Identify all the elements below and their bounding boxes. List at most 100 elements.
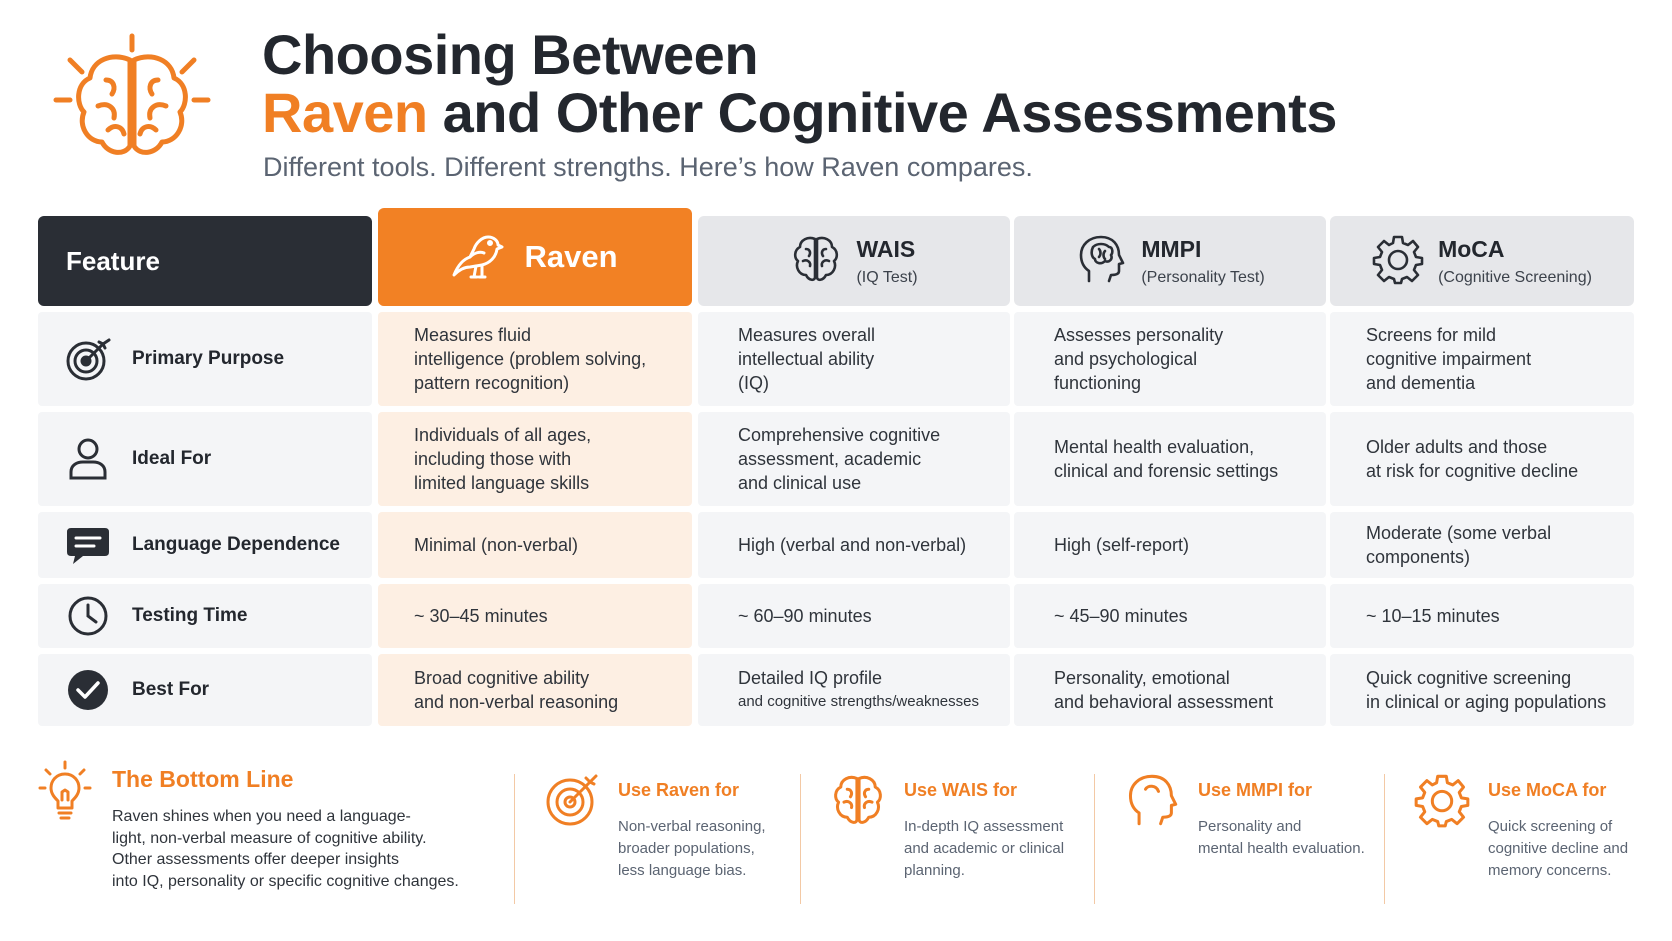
use-raven-desc: Non-verbal reasoning, broader population… (618, 816, 788, 882)
cell-line: Measures overall (738, 325, 876, 345)
row-label: Primary Purpose (132, 348, 285, 369)
cell-line: clinical and forensic settings (1054, 461, 1279, 481)
gear-icon (1372, 233, 1424, 290)
cell-line: Older adults and those (1366, 437, 1548, 457)
cell-line: Comprehensive cognitive (738, 425, 941, 445)
brain-icon (830, 772, 886, 828)
desc-line: less language bias. (618, 862, 747, 879)
cell-line: Personality, emotional (1054, 668, 1230, 688)
divider (1094, 774, 1095, 904)
cell-line: cognitive impairment (1366, 349, 1532, 369)
text-line: into IQ, personality or specific cogniti… (112, 872, 459, 890)
cell-line: Minimal (non-verbal) (414, 535, 579, 555)
cell-line: components) (1366, 547, 1471, 567)
cell-line: Moderate (some verbal (1366, 523, 1552, 543)
use-wais-desc: In-depth IQ assessment and academic or c… (904, 816, 1074, 882)
cell-line: and cognitive strengths/weaknesses (738, 693, 979, 710)
desc-line: planning. (904, 862, 965, 879)
moca-cell: Screens for mild cognitive impairment and … (1330, 312, 1634, 406)
moca-cell: ~ 10–15 minutes (1330, 584, 1634, 648)
cell-line: (IQ) (738, 373, 769, 393)
chat-bubble-icon (64, 521, 112, 569)
cell-line: and clinical use (738, 473, 862, 493)
desc-line: and academic or clinical (904, 840, 1065, 857)
row-label-cell: Ideal For (38, 412, 372, 506)
moca-header-label: MoCA (1438, 235, 1505, 262)
bird-icon (452, 229, 504, 286)
wais-cell: Comprehensive cognitive assessment, acade… (698, 412, 1010, 506)
title-rest: and Other Cognitive Assessments (427, 81, 1338, 144)
cell-line: ~ 30–45 minutes (414, 606, 548, 626)
desc-line: In-depth IQ assessment (904, 818, 1064, 835)
desc-line: Quick screening of (1488, 818, 1613, 835)
cell-line: including those with (414, 449, 572, 469)
cell-line: High (self-report) (1054, 535, 1190, 555)
cell-line: ~ 10–15 minutes (1366, 606, 1500, 626)
title-accent: Raven (262, 81, 428, 144)
table-row: Best For Broad cognitive ability and non-… (38, 654, 1634, 726)
title-line-1: Choosing Between (262, 23, 759, 86)
row-label: Ideal For (132, 448, 212, 469)
use-moca-title: Use MoCA for (1488, 780, 1607, 800)
cell-line: assessment, academic (738, 449, 922, 469)
cell-line: Broad cognitive ability (414, 668, 590, 688)
cell-line: limited language skills (414, 473, 590, 493)
use-mmpi-title: Use MMPI for (1198, 780, 1313, 800)
wais-cell: Measures overall intellectual ability (IQ) (698, 312, 1010, 406)
mmpi-header-sub: (Personality Test) (1141, 268, 1265, 286)
cell-line: Individuals of all ages, (414, 425, 592, 445)
target-icon (64, 335, 112, 383)
table-row: Ideal For Individuals of all ages, includ… (38, 412, 1634, 506)
cell-line: Quick cognitive screening (1366, 668, 1572, 688)
brain-icon (52, 30, 224, 178)
wais-header-label: WAIS (856, 235, 916, 262)
table-row: Language Dependence Minimal (non-verbal)… (38, 512, 1634, 578)
table-row: Testing Time ~ 30–45 minutes ~ 60–90 min… (38, 584, 1634, 648)
moca-cell: Older adults and those at risk for cognit… (1330, 412, 1634, 506)
cell-line: intellectual ability (738, 349, 875, 369)
row-label: Best For (132, 679, 210, 700)
use-moca-desc: Quick screening of cognitive decline and… (1488, 816, 1658, 882)
mmpi-cell: High (self-report) (1014, 512, 1326, 578)
cell-line: ~ 60–90 minutes (738, 606, 872, 626)
text-line: light, non-verbal measure of cognitive a… (112, 829, 427, 847)
use-wais-title: Use WAIS for (904, 780, 1018, 800)
raven-header: Raven (378, 208, 692, 306)
moca-header-sub: (Cognitive Screening) (1438, 268, 1592, 286)
use-mmpi-desc: Personality and mental health evaluation… (1198, 816, 1368, 860)
head-brain-icon (1075, 233, 1127, 290)
row-label: Testing Time (132, 605, 248, 626)
text-line: Other assessments offer deeper insights (112, 851, 399, 868)
cell-line: Mental health evaluation, (1054, 437, 1255, 457)
raven-cell: Individuals of all ages, including those … (378, 412, 692, 506)
mmpi-header-label: MMPI (1141, 235, 1202, 262)
bottom-line-title: The Bottom Line (112, 766, 294, 792)
raven-cell: Measures fluid intelligence (problem solv… (378, 312, 692, 406)
cell-line: ~ 45–90 minutes (1054, 606, 1188, 626)
wais-header: WAIS (IQ Test) (698, 216, 1010, 306)
cell-line: Screens for mild (1366, 325, 1497, 345)
raven-header-label: Raven (524, 239, 618, 274)
raven-cell: Minimal (non-verbal) (378, 512, 692, 578)
cell-line: Assesses personality (1054, 325, 1224, 345)
cell-line: and non-verbal reasoning (414, 692, 619, 712)
row-label-cell: Testing Time (38, 584, 372, 648)
check-circle-icon (64, 666, 112, 714)
row-label-cell: Primary Purpose (38, 312, 372, 406)
moca-header: MoCA (Cognitive Screening) (1330, 216, 1634, 306)
cell-line: and behavioral assessment (1054, 692, 1274, 712)
wais-cell: Detailed IQ profile and cognitive strengt… (698, 654, 1010, 726)
divider (1384, 774, 1385, 904)
gear-icon (1414, 772, 1470, 828)
row-label-cell: Best For (38, 654, 372, 726)
wais-header-sub: (IQ Test) (856, 268, 918, 286)
desc-line: memory concerns. (1488, 862, 1612, 879)
row-label-cell: Language Dependence (38, 512, 372, 578)
desc-line: mental health evaluation. (1198, 840, 1365, 857)
moca-cell: Moderate (some verbal components) (1330, 512, 1634, 578)
cell-line: High (verbal and non-verbal) (738, 535, 967, 555)
feature-header: Feature (38, 216, 372, 306)
desc-line: cognitive decline and (1488, 840, 1629, 857)
mmpi-cell: Mental health evaluation, clinical and fo… (1014, 412, 1326, 506)
head-icon (1124, 772, 1180, 828)
